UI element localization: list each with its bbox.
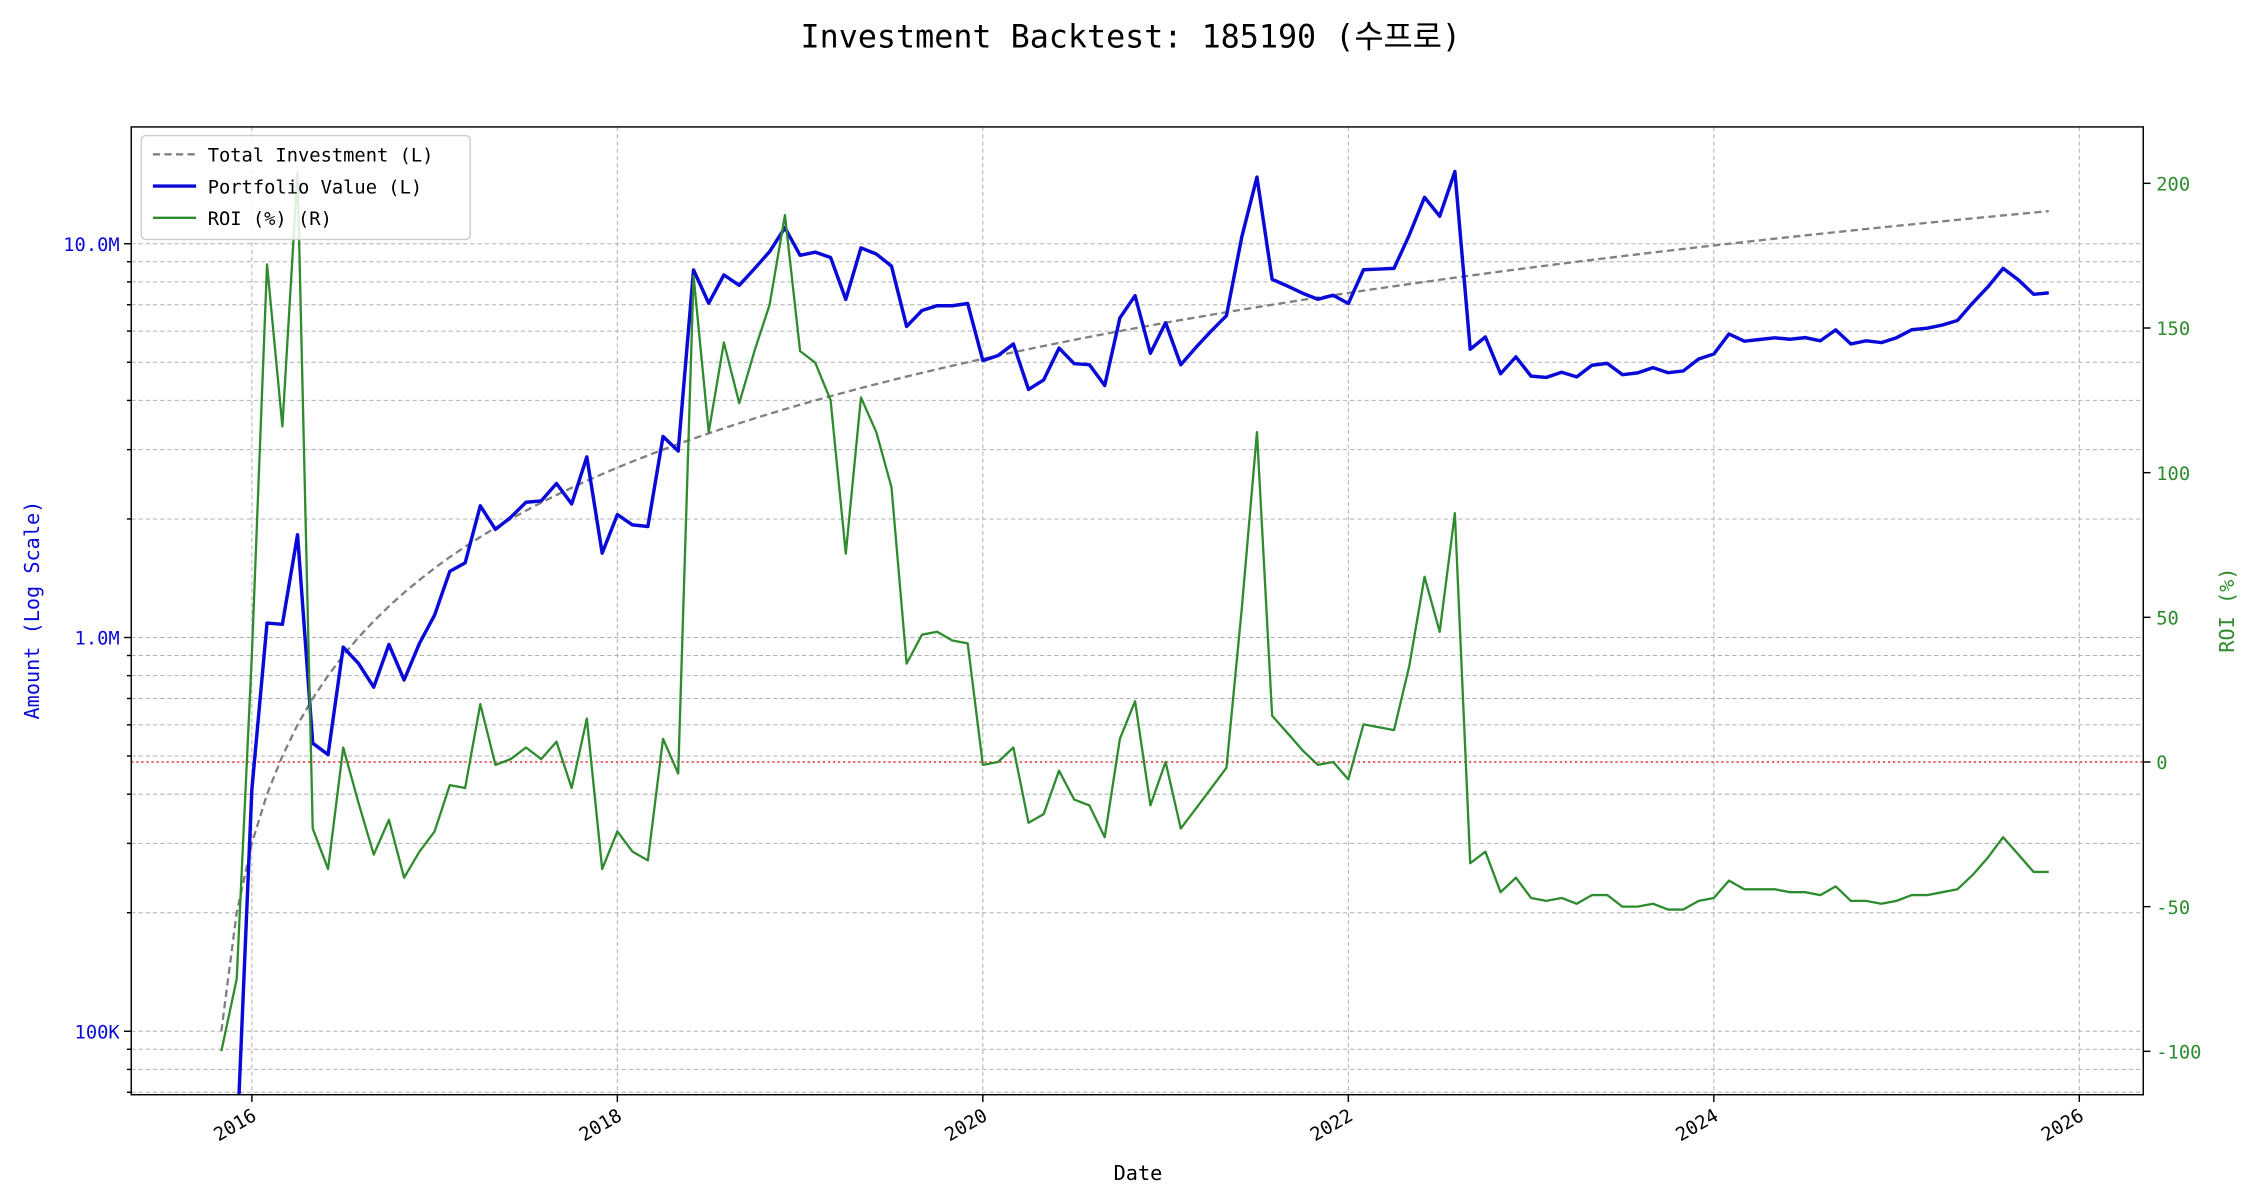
y2-tick-label: 0 (2156, 753, 2167, 774)
y-tick-label: 100K (75, 1022, 121, 1043)
y2-tick-label: 200 (2156, 175, 2190, 196)
legend: Total Investment (L) Portfolio Value (L) R… (140, 134, 471, 241)
plot-area (220, 169, 2049, 1095)
y2-tick-label: -50 (2156, 898, 2190, 919)
y-tick-label: 10.0M (63, 235, 119, 256)
plot-frame (130, 126, 2144, 1096)
y2-tick-label: 100 (2156, 464, 2190, 485)
x-axis-label: Date (1114, 1161, 1163, 1185)
y2-axis-label: ROI (%) (2215, 568, 2239, 653)
y2-tick-label: 50 (2156, 609, 2179, 630)
legend-label: ROI (%) (R) (208, 209, 332, 230)
series-line (220, 170, 2049, 1052)
chart-title: Investment Backtest: 185190 (수프로) (801, 20, 1461, 56)
y-tick-label: 1.0M (75, 629, 120, 650)
series-line (237, 169, 2049, 1095)
y2-tick-label: 150 (2156, 319, 2190, 340)
legend-box (140, 134, 471, 241)
legend-label: Total Investment (L) (208, 146, 434, 167)
series-line (220, 209, 2049, 1032)
y-axis-label: Amount (Log Scale) (20, 501, 44, 720)
y2-tick-label: -100 (2156, 1043, 2201, 1064)
legend-label: Portfolio Value (L) (208, 177, 422, 198)
